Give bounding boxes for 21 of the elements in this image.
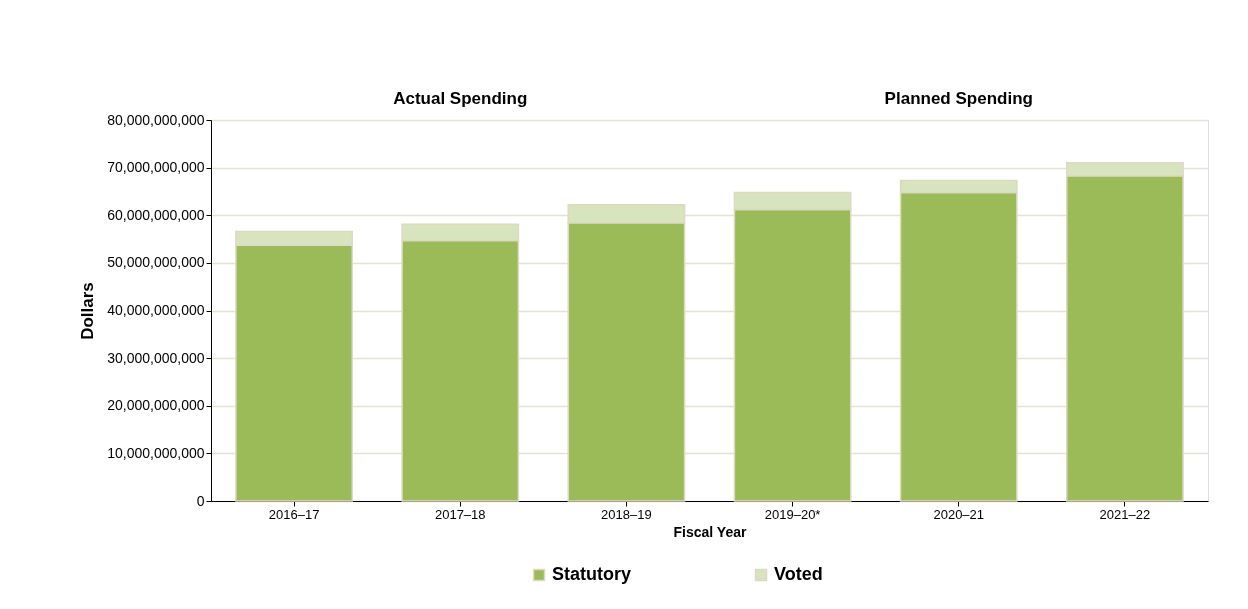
x-tick-label: 2018–19 [601,506,652,522]
y-tick-label: 40,000,000,000 [107,302,205,318]
y-tick-label: 70,000,000,000 [107,159,205,176]
x-tick-label: 2020–21 [933,506,985,522]
y-tick-label: 0 [196,492,205,509]
legend-label: Statutory [552,564,632,584]
y-tick-label: 30,000,000,000 [107,349,205,366]
x-tick-label: 2016–17 [268,506,320,522]
x-tick-label: 2017–18 [434,506,486,522]
y-tick-label: 10,000,000,000 [107,444,205,461]
y-tick-label: 60,000,000,000 [107,206,205,223]
y-axis-title: Dollars [78,282,98,340]
text: Planned Spending [884,89,1033,108]
y-tick-label: 50,000,000,000 [107,254,205,271]
legend-label: Voted [774,564,823,584]
x-tick-label: 2019–20* [764,506,821,522]
x-axis-title: Fiscal Year [673,523,747,540]
y-tick-label: 20,000,000,000 [107,397,205,414]
y-tick-label: 80,000,000,000 [107,111,205,128]
x-tick-label: 2021–22 [1099,506,1151,522]
text: Actual Spending [393,89,528,108]
